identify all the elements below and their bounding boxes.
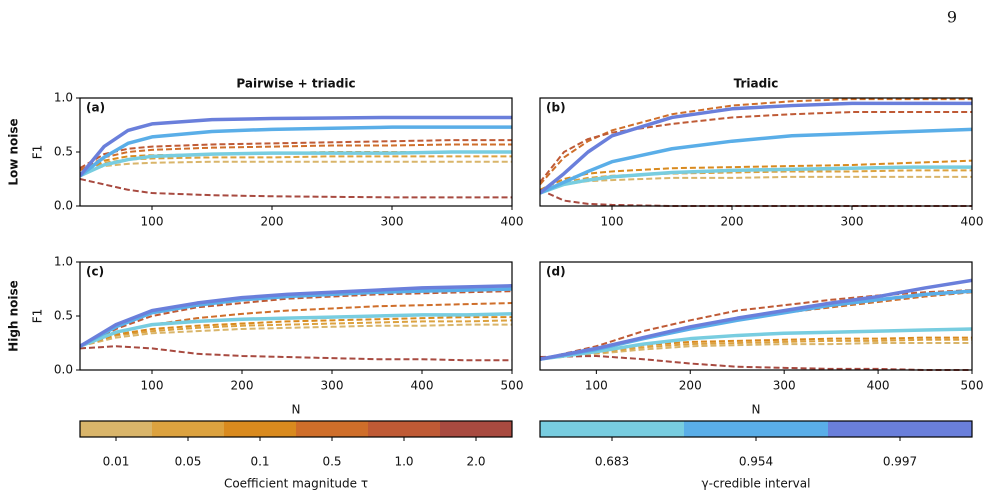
x-tick-label: 400 bbox=[961, 215, 984, 229]
colorbar-frame bbox=[79, 420, 513, 438]
series-line bbox=[80, 143, 512, 172]
series-line bbox=[80, 160, 512, 175]
x-axis-label: N bbox=[292, 403, 301, 417]
panel-label: (d) bbox=[546, 265, 566, 279]
x-tick-label: 200 bbox=[231, 379, 254, 393]
x-tick-label: 400 bbox=[411, 379, 434, 393]
colorbar-tick-label: 1.0 bbox=[394, 455, 413, 469]
series-line bbox=[540, 354, 972, 371]
page-number: 9 bbox=[947, 8, 957, 27]
y-tick-label: 0.0 bbox=[54, 363, 73, 377]
series-line bbox=[540, 289, 972, 361]
series-line bbox=[540, 165, 972, 195]
colorbar-tick-label: 0.683 bbox=[595, 455, 629, 469]
panel-label: (c) bbox=[86, 265, 104, 279]
x-tick-label: 300 bbox=[321, 379, 344, 393]
series-line bbox=[540, 336, 972, 361]
panel-label: (b) bbox=[546, 101, 566, 115]
colorbar-label: Coefficient magnitude τ bbox=[224, 477, 368, 491]
series-line bbox=[540, 127, 972, 195]
colorbar-segment bbox=[828, 421, 972, 437]
colorbar-segment bbox=[540, 421, 684, 437]
x-tick-label: 300 bbox=[381, 215, 404, 229]
x-tick-label: 300 bbox=[841, 215, 864, 229]
colorbar-segment bbox=[684, 421, 828, 437]
colorbar-tick-label: 0.01 bbox=[103, 455, 130, 469]
series-line bbox=[540, 338, 972, 361]
x-tick-label: 200 bbox=[261, 215, 284, 229]
x-tick-label: 200 bbox=[721, 215, 744, 229]
y-axis-label: F1 bbox=[31, 309, 45, 324]
x-tick-label: 100 bbox=[141, 379, 164, 393]
series-line bbox=[540, 98, 972, 186]
colorbar-segment bbox=[152, 421, 224, 437]
series-line bbox=[80, 290, 512, 348]
series-line bbox=[80, 323, 512, 348]
x-tick-label: 500 bbox=[501, 379, 524, 393]
panel-label: (a) bbox=[86, 101, 105, 115]
colorbar-tick-label: 0.05 bbox=[175, 455, 202, 469]
y-tick-label: 0.5 bbox=[54, 145, 73, 159]
plot-frame bbox=[539, 97, 973, 207]
x-tick-label: 400 bbox=[867, 379, 890, 393]
y-tick-label: 1.0 bbox=[54, 91, 73, 105]
colorbar-segment bbox=[224, 421, 296, 437]
series-line bbox=[80, 319, 512, 348]
series-line bbox=[80, 316, 512, 348]
row-label: Low noise bbox=[7, 118, 21, 185]
series-line bbox=[80, 287, 512, 348]
x-tick-label: 100 bbox=[141, 215, 164, 229]
series-line bbox=[80, 115, 512, 177]
series-line bbox=[540, 342, 972, 361]
x-tick-label: 200 bbox=[679, 379, 702, 393]
y-tick-label: 0.5 bbox=[54, 309, 73, 323]
series-line bbox=[80, 345, 512, 362]
colorbar-label: γ-credible interval bbox=[702, 477, 811, 491]
colorbar-segment bbox=[296, 421, 368, 437]
x-tick-label: 100 bbox=[585, 379, 608, 393]
colorbar-tick-label: 0.997 bbox=[883, 455, 917, 469]
series-line bbox=[80, 312, 512, 348]
x-axis-label: N bbox=[752, 403, 761, 417]
plot-frame bbox=[539, 261, 973, 371]
series-line bbox=[80, 178, 512, 199]
colorbar-tick-label: 2.0 bbox=[466, 455, 485, 469]
series-line bbox=[540, 289, 972, 361]
colorbar-tick-label: 0.1 bbox=[250, 455, 269, 469]
y-tick-label: 0.0 bbox=[54, 199, 73, 213]
colorbar-segment bbox=[440, 421, 512, 437]
series-line bbox=[540, 111, 972, 183]
row-label: High noise bbox=[7, 280, 21, 352]
x-tick-label: 100 bbox=[601, 215, 624, 229]
colorbar-segment bbox=[368, 421, 440, 437]
x-tick-label: 500 bbox=[961, 379, 984, 393]
y-axis-label: F1 bbox=[31, 145, 45, 160]
series-line bbox=[540, 327, 972, 361]
series-line bbox=[80, 150, 512, 178]
column-title: Triadic bbox=[734, 77, 779, 91]
series-line bbox=[540, 278, 972, 361]
x-tick-label: 400 bbox=[501, 215, 524, 229]
colorbar-segment bbox=[80, 421, 152, 437]
series-line bbox=[540, 188, 972, 207]
column-title: Pairwise + triadic bbox=[236, 77, 355, 91]
x-tick-label: 300 bbox=[773, 379, 796, 393]
series-line bbox=[80, 125, 512, 178]
colorbar-tick-label: 0.954 bbox=[739, 455, 773, 469]
y-tick-label: 1.0 bbox=[54, 255, 73, 269]
colorbar-tick-label: 0.5 bbox=[322, 455, 341, 469]
series-line bbox=[540, 101, 972, 195]
series-line bbox=[80, 284, 512, 348]
